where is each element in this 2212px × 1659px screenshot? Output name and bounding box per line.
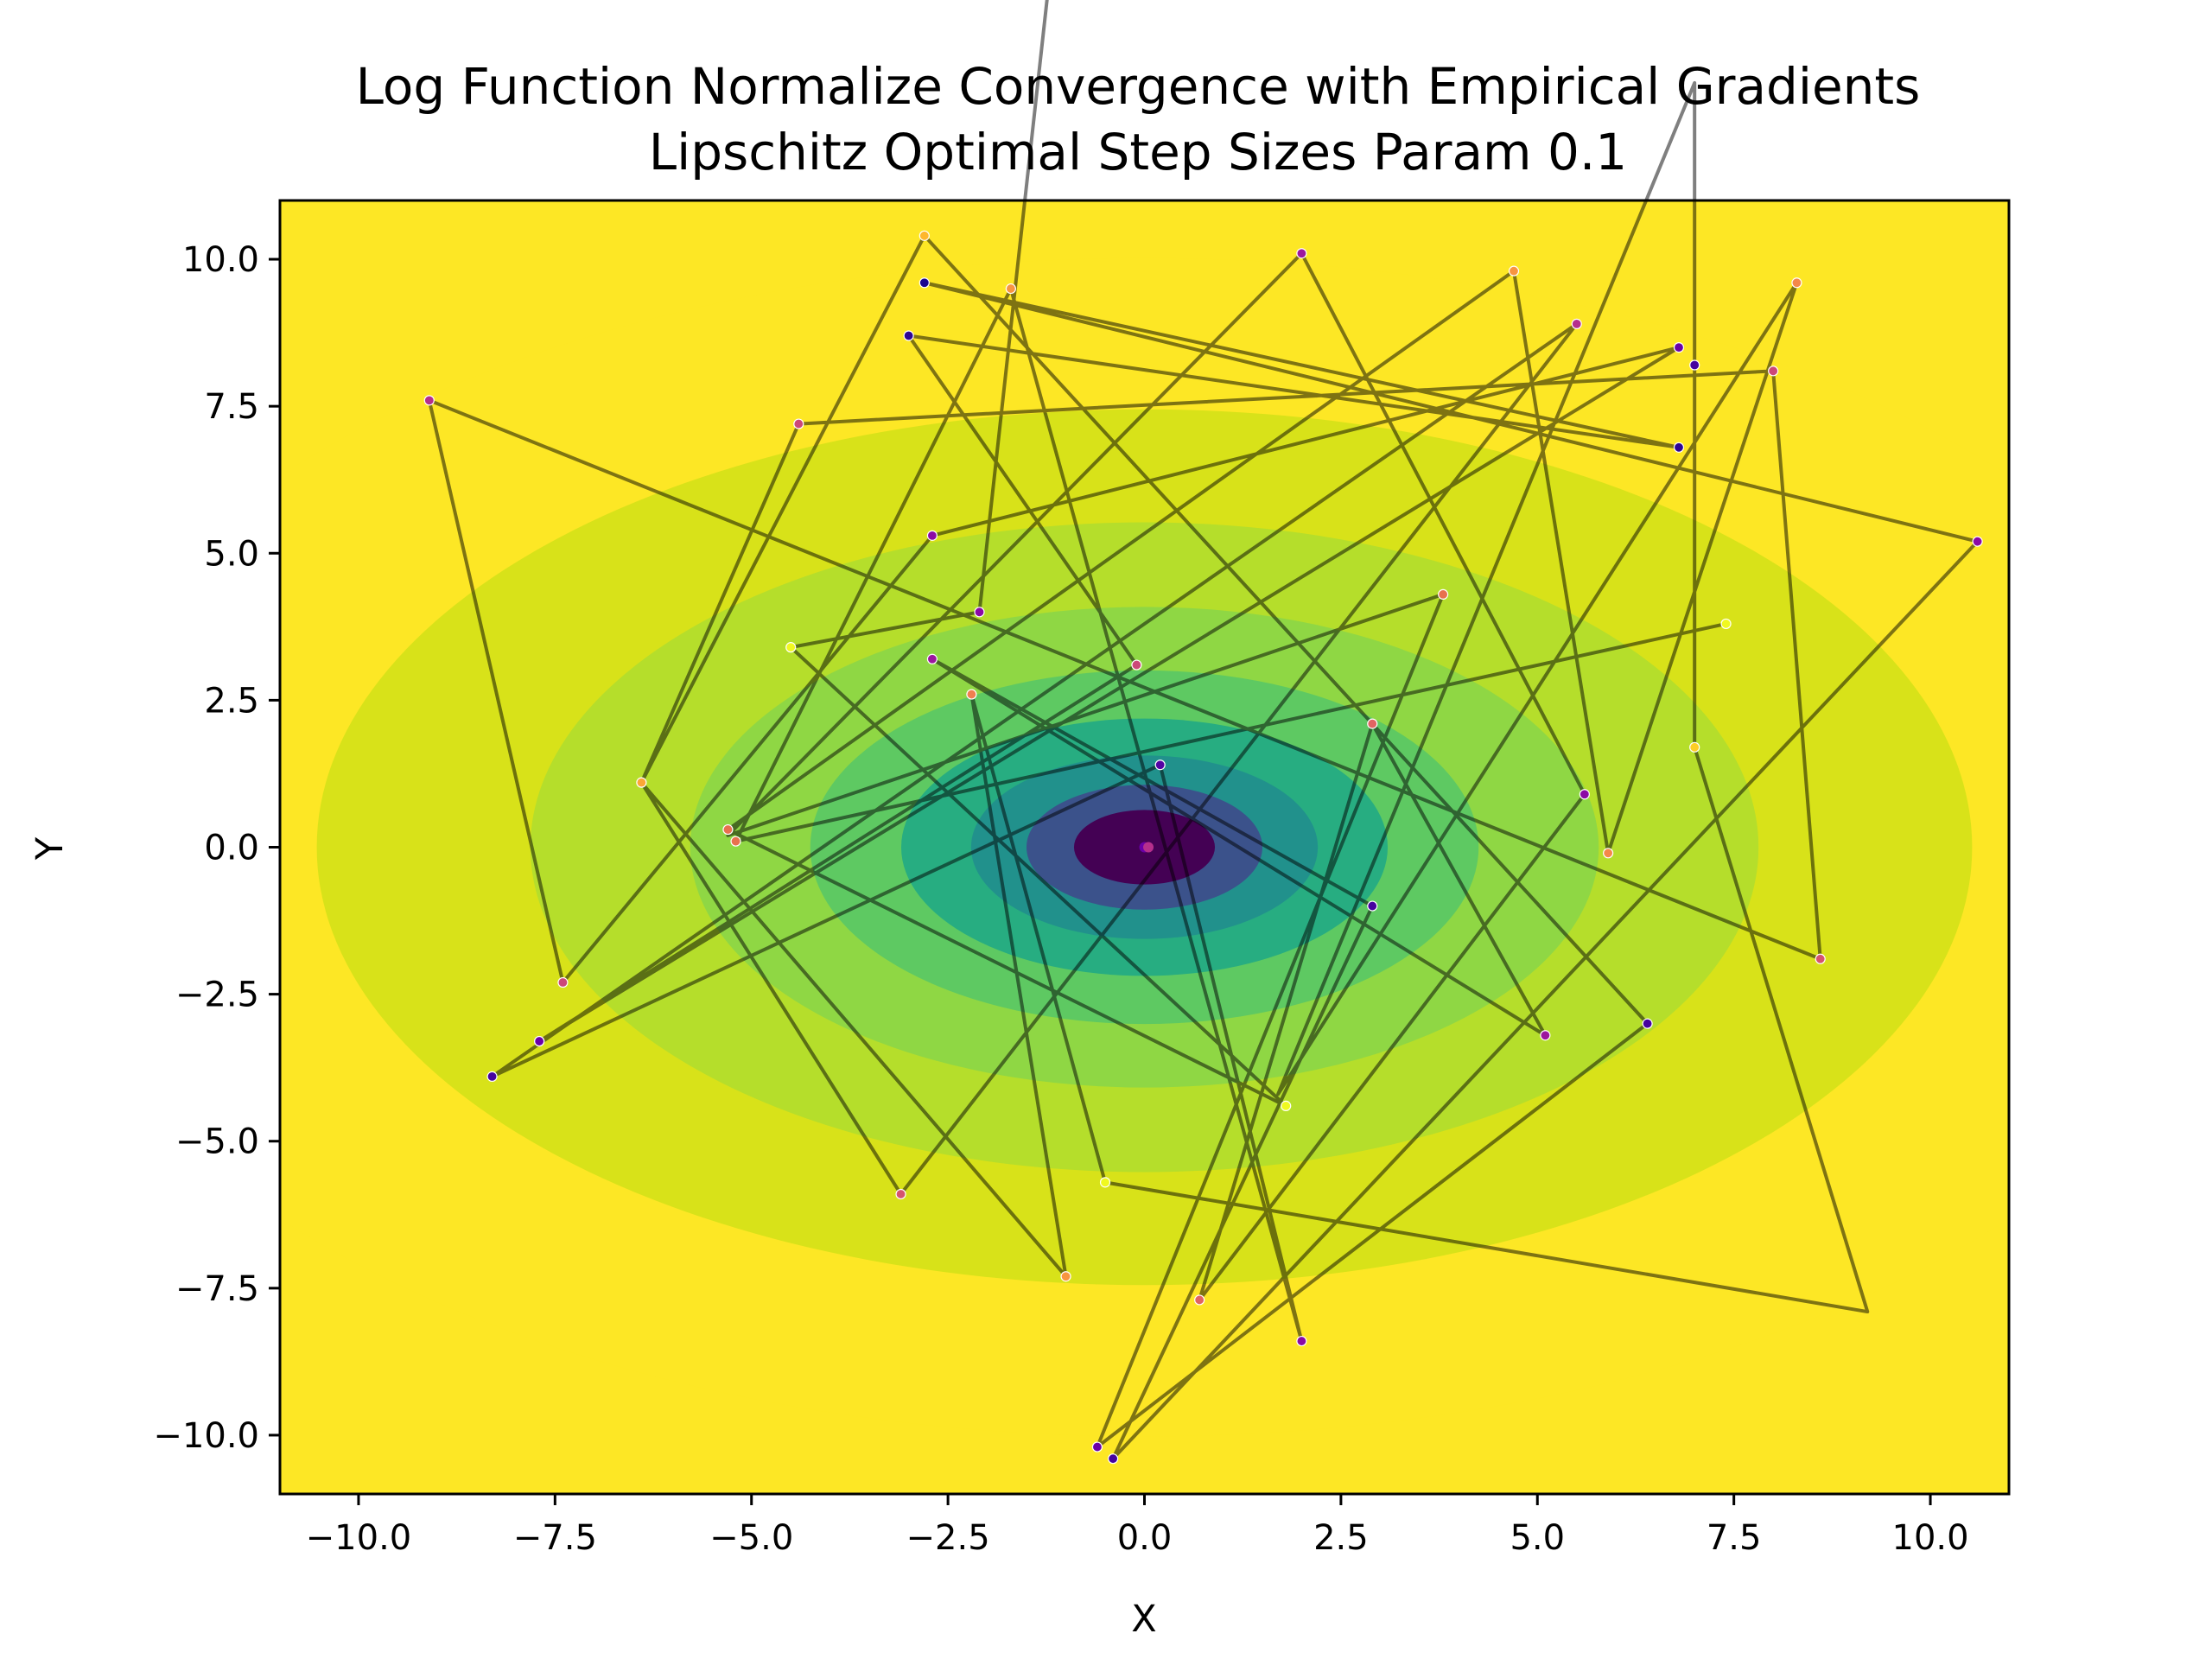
start-point xyxy=(1005,283,1016,295)
start-point xyxy=(730,836,741,847)
y-tick-label: 5.0 xyxy=(204,534,259,574)
start-point xyxy=(895,1188,906,1200)
x-tick-label: −7.5 xyxy=(513,1518,597,1558)
start-point xyxy=(974,607,985,618)
start-point xyxy=(1603,848,1614,859)
x-tick-label: 2.5 xyxy=(1313,1518,1369,1558)
chart-title-line-1: Log Function Normalize Convergence with … xyxy=(356,57,1921,116)
y-tick-label: −10.0 xyxy=(153,1416,259,1456)
x-tick-label: 5.0 xyxy=(1510,1518,1565,1558)
start-point xyxy=(1689,359,1700,371)
start-point xyxy=(1296,1335,1307,1347)
start-point xyxy=(926,530,938,541)
start-point xyxy=(1540,1030,1551,1041)
start-point xyxy=(1673,442,1685,453)
start-point xyxy=(1154,760,1166,771)
y-tick-label: −2.5 xyxy=(175,976,259,1015)
start-point xyxy=(1508,265,1520,276)
start-point xyxy=(1099,1177,1111,1188)
x-tick-label: 10.0 xyxy=(1892,1518,1969,1558)
y-tick-label: 0.0 xyxy=(204,829,259,868)
start-point xyxy=(1296,248,1307,259)
start-point xyxy=(918,230,930,241)
x-axis: −10.0 −7.5 −5.0 −2.5 0.0 2.5 5.0 7.5 10.0 xyxy=(306,1494,1969,1558)
start-point xyxy=(1642,1018,1653,1029)
start-point xyxy=(1689,741,1700,753)
start-point xyxy=(1720,618,1732,630)
start-point xyxy=(1972,536,1983,547)
x-tick-label: 7.5 xyxy=(1707,1518,1762,1558)
start-point xyxy=(903,330,914,341)
start-point xyxy=(1108,1453,1119,1465)
y-tick-label: 10.0 xyxy=(182,240,259,280)
start-point xyxy=(423,395,435,406)
start-point xyxy=(1579,789,1590,800)
start-point xyxy=(722,823,734,836)
start-point xyxy=(918,277,930,289)
x-axis-label: X xyxy=(1131,1598,1156,1641)
start-point xyxy=(1768,365,1779,377)
start-point xyxy=(1060,1271,1071,1282)
y-axis: 10.0 7.5 5.0 2.5 0.0 −2.5 −5.0 −7.5 −10.0 xyxy=(153,240,280,1456)
start-point xyxy=(1281,1100,1292,1112)
start-point xyxy=(534,1035,545,1047)
start-point xyxy=(785,642,797,653)
start-point xyxy=(926,653,938,664)
x-tick-label: −10.0 xyxy=(306,1518,412,1558)
start-point xyxy=(1815,953,1826,964)
start-point xyxy=(636,777,647,788)
y-tick-label: 2.5 xyxy=(204,681,259,721)
start-point xyxy=(1194,1294,1205,1306)
x-tick-label: 0.0 xyxy=(1117,1518,1173,1558)
y-tick-label: 7.5 xyxy=(204,387,259,427)
x-tick-label: −2.5 xyxy=(906,1518,990,1558)
start-point xyxy=(1791,277,1802,289)
contour-layer xyxy=(280,200,2009,1494)
start-point xyxy=(1367,900,1378,912)
start-point xyxy=(486,1071,498,1082)
start-point xyxy=(557,976,569,988)
x-tick-label: −5.0 xyxy=(709,1518,793,1558)
start-point xyxy=(1131,659,1142,671)
start-point xyxy=(1571,318,1582,329)
start-point xyxy=(1673,342,1685,353)
center-point xyxy=(1143,842,1154,853)
start-point xyxy=(1091,1441,1103,1452)
chart-title-line-2: Lipschitz Optimal Step Sizes Param 0.1 xyxy=(649,123,1627,181)
start-point xyxy=(966,689,977,700)
y-axis-label: Y xyxy=(29,836,72,861)
start-point xyxy=(1367,718,1378,729)
start-point xyxy=(793,418,804,429)
y-tick-label: −7.5 xyxy=(175,1269,259,1309)
y-tick-label: −5.0 xyxy=(175,1122,259,1162)
start-point xyxy=(1438,588,1449,601)
points-layer xyxy=(423,230,1983,1465)
